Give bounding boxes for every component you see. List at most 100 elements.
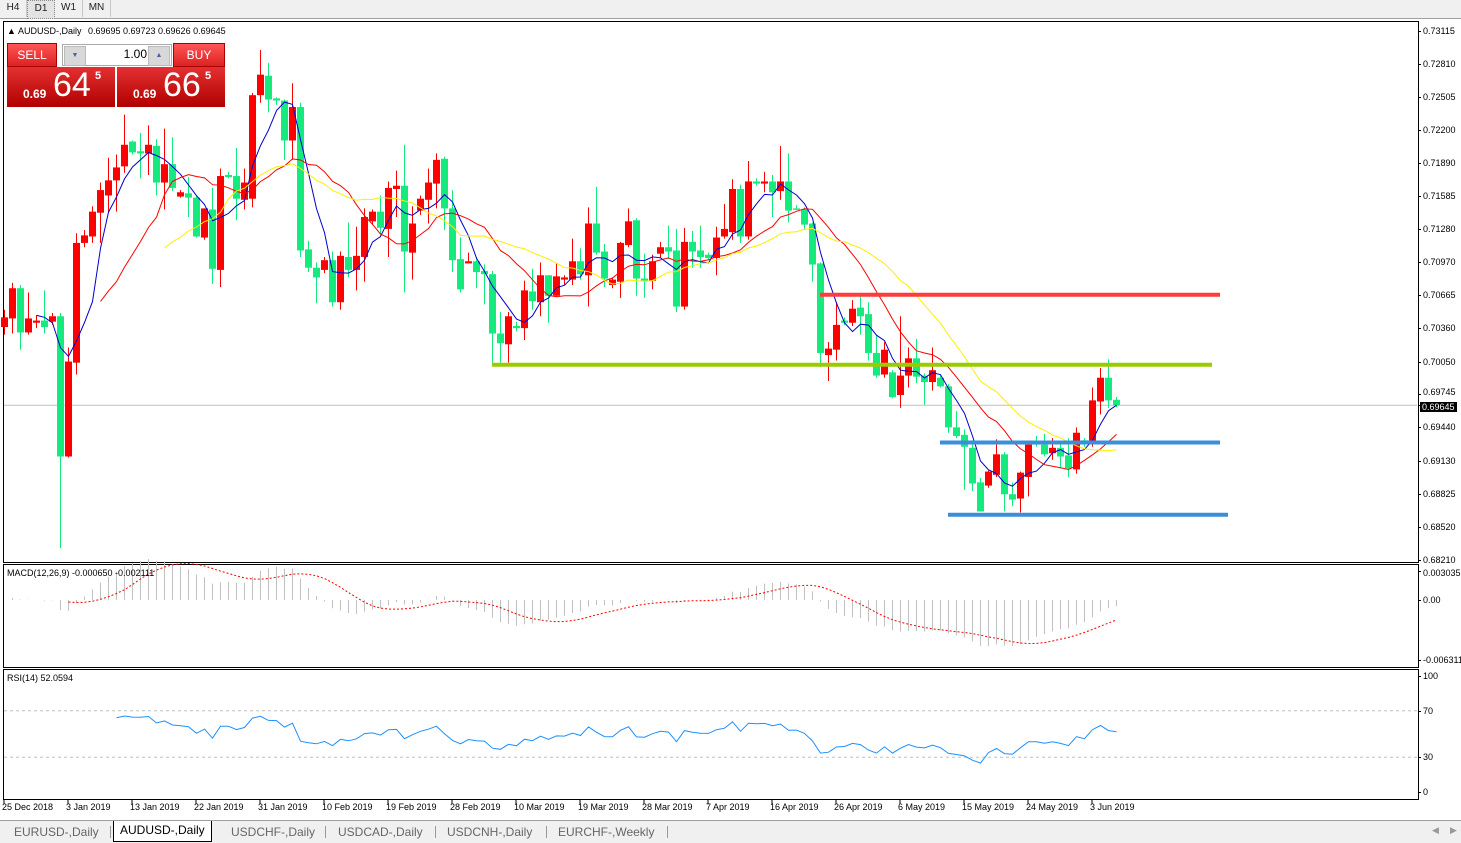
candle-body xyxy=(937,377,944,387)
axis-tick xyxy=(1418,757,1421,759)
candle-body xyxy=(1113,399,1120,406)
main-chart-panel[interactable] xyxy=(3,21,1419,563)
timeframe-d1[interactable]: D1 xyxy=(27,0,55,19)
macd-tick-label: -0.006311 xyxy=(1423,655,1461,665)
axis-tick xyxy=(1418,96,1421,98)
tab-eurchf-weekly[interactable]: EURCHF-,Weekly xyxy=(558,825,655,839)
date-tick-label: 15 May 2019 xyxy=(962,802,1015,812)
candle-body xyxy=(313,267,320,278)
candle-body xyxy=(953,427,960,436)
price-tick-label: 0.69130 xyxy=(1423,455,1456,466)
candle-body xyxy=(577,261,584,275)
candle-body xyxy=(633,220,640,279)
ma-fast-line xyxy=(36,101,1117,487)
scroll-left-icon[interactable]: ◀ xyxy=(1432,825,1439,835)
candle-body xyxy=(641,278,648,281)
candle-body xyxy=(409,223,416,253)
axis-tick xyxy=(1418,196,1421,197)
tab-usdcad-daily[interactable]: USDCAD-,Daily xyxy=(338,825,423,839)
candle-body xyxy=(601,251,608,279)
candle-body xyxy=(993,454,1000,475)
scroll-right-icon[interactable]: ▶ xyxy=(1450,825,1457,835)
candle-body xyxy=(705,254,712,259)
sell-price-button[interactable]: 0.69 64 5 xyxy=(7,66,115,107)
candle-body xyxy=(505,316,512,345)
tab-eurusd-daily[interactable]: EURUSD-,Daily xyxy=(14,825,99,839)
lot-increase-icon[interactable]: ▲ xyxy=(148,46,170,66)
sell-price-pips: 64 xyxy=(53,66,91,104)
candle-body xyxy=(777,181,784,192)
candle-body xyxy=(393,185,400,189)
axis-tick xyxy=(1418,676,1421,677)
timeframe-h4[interactable]: H4 xyxy=(0,0,27,17)
date-tick-label: 10 Mar 2019 xyxy=(514,802,565,812)
collapse-triangle-icon[interactable]: ▲ xyxy=(7,26,16,36)
candle-body xyxy=(225,174,232,178)
candle-body xyxy=(185,193,192,198)
macd-tick-label: 0.00 xyxy=(1423,594,1441,605)
candle-body xyxy=(593,223,600,253)
candle-body xyxy=(449,208,456,261)
candle-body xyxy=(337,255,344,303)
candle-body xyxy=(713,237,720,259)
candle-body xyxy=(265,75,272,100)
sell-button[interactable]: SELL xyxy=(7,43,57,67)
candle-body xyxy=(865,314,872,353)
candle-body xyxy=(1065,455,1072,469)
price-tick-label: 0.68520 xyxy=(1423,521,1456,532)
candle-body xyxy=(441,158,448,209)
candle-body xyxy=(561,277,568,280)
tab-usdcnh-daily[interactable]: USDCNH-,Daily xyxy=(447,825,533,839)
candle-body xyxy=(769,181,776,193)
timeframe-mn[interactable]: MN xyxy=(83,0,111,17)
lot-value[interactable]: 1.00 xyxy=(123,47,147,61)
candle-body xyxy=(377,211,384,228)
tab-audusd-daily[interactable]: AUDUSD-,Daily xyxy=(113,821,212,842)
buy-button[interactable]: BUY xyxy=(173,43,225,67)
timeframe-toolbar: H4 D1 W1 MN xyxy=(0,0,1461,19)
date-tick-label: 31 Jan 2019 xyxy=(258,802,308,812)
candle-body xyxy=(105,180,112,196)
candle-body xyxy=(345,256,352,270)
axis-tick xyxy=(1418,361,1421,363)
buy-price-button[interactable]: 0.69 66 5 xyxy=(117,66,225,107)
candle-body xyxy=(57,316,64,457)
candle-body xyxy=(521,290,528,329)
axis-tick xyxy=(1418,526,1421,528)
candle-body xyxy=(401,185,408,252)
timeframe-w1[interactable]: W1 xyxy=(55,0,83,17)
date-tick-label: 13 Jan 2019 xyxy=(130,802,180,812)
tab-usdchf-daily[interactable]: USDCHF-,Daily xyxy=(231,825,315,839)
candle-body xyxy=(985,471,992,486)
buy-price-prefix: 0.69 xyxy=(133,87,157,101)
candle-body xyxy=(801,209,808,225)
axis-tick xyxy=(1418,228,1421,230)
date-tick-label: 28 Mar 2019 xyxy=(642,802,693,812)
axis-tick xyxy=(1418,394,1421,396)
candle-body xyxy=(473,261,480,273)
candle-body xyxy=(977,482,984,512)
candle-body xyxy=(433,159,440,184)
candle-body xyxy=(673,250,680,307)
macd-panel[interactable] xyxy=(3,564,1419,668)
candle-body xyxy=(857,307,864,317)
axis-tick xyxy=(1418,295,1421,297)
candle-body xyxy=(193,197,200,237)
date-tick-label: 26 Apr 2019 xyxy=(834,802,883,812)
candle-body xyxy=(793,208,800,210)
rsi-panel[interactable] xyxy=(3,669,1419,800)
axis-tick xyxy=(1418,427,1421,429)
lot-decrease-icon[interactable]: ▼ xyxy=(64,46,86,66)
rsi-tick-label: 30 xyxy=(1423,752,1434,763)
candle-body xyxy=(585,223,592,276)
candle-body xyxy=(737,188,744,237)
candle-body xyxy=(817,263,824,353)
candle-body xyxy=(849,308,856,323)
candle-body xyxy=(385,187,392,229)
candle-body xyxy=(249,95,256,199)
candle-body xyxy=(481,270,488,275)
lot-size-input[interactable]: ▼ 1.00 ▲ xyxy=(62,44,172,66)
price-tick-label: 0.72200 xyxy=(1423,124,1456,135)
axis-tick xyxy=(1418,792,1421,793)
